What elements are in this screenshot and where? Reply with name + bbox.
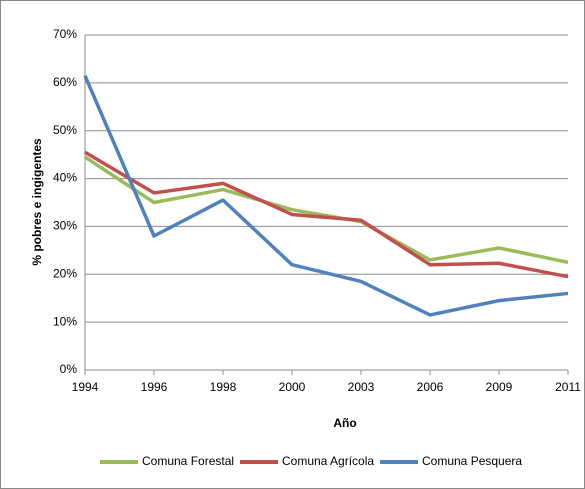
x-tick-label: 2009: [486, 380, 513, 394]
y-axis-label: % pobres e ingigentes: [30, 138, 44, 266]
y-tick-label: 60%: [53, 75, 77, 89]
x-tick-label: 2000: [279, 380, 306, 394]
x-tick-label: 2003: [348, 380, 375, 394]
series-line: [84, 150, 569, 279]
legend-label: Comuna Pesquera: [422, 454, 522, 468]
y-tick-label: 20%: [53, 266, 77, 280]
y-tick-label: 30%: [53, 219, 77, 233]
x-tick-label: 1996: [141, 380, 168, 394]
legend-label: Comuna Forestal: [142, 454, 234, 468]
series-line: [83, 74, 569, 317]
legend-label: Comuna Agrícola: [282, 454, 374, 468]
x-tick-label: 1994: [72, 380, 99, 394]
y-tick-label: 40%: [53, 171, 77, 185]
y-tick-label: 0%: [60, 362, 78, 376]
y-tick-label: 50%: [53, 123, 77, 137]
x-tick-label: 2011: [555, 380, 581, 394]
y-tick-label: 70%: [53, 27, 77, 41]
x-tick-label: 2006: [417, 380, 444, 394]
x-axis-label: Año: [333, 416, 356, 430]
x-tick-label: 1998: [210, 380, 237, 394]
y-tick-label: 10%: [53, 314, 77, 328]
